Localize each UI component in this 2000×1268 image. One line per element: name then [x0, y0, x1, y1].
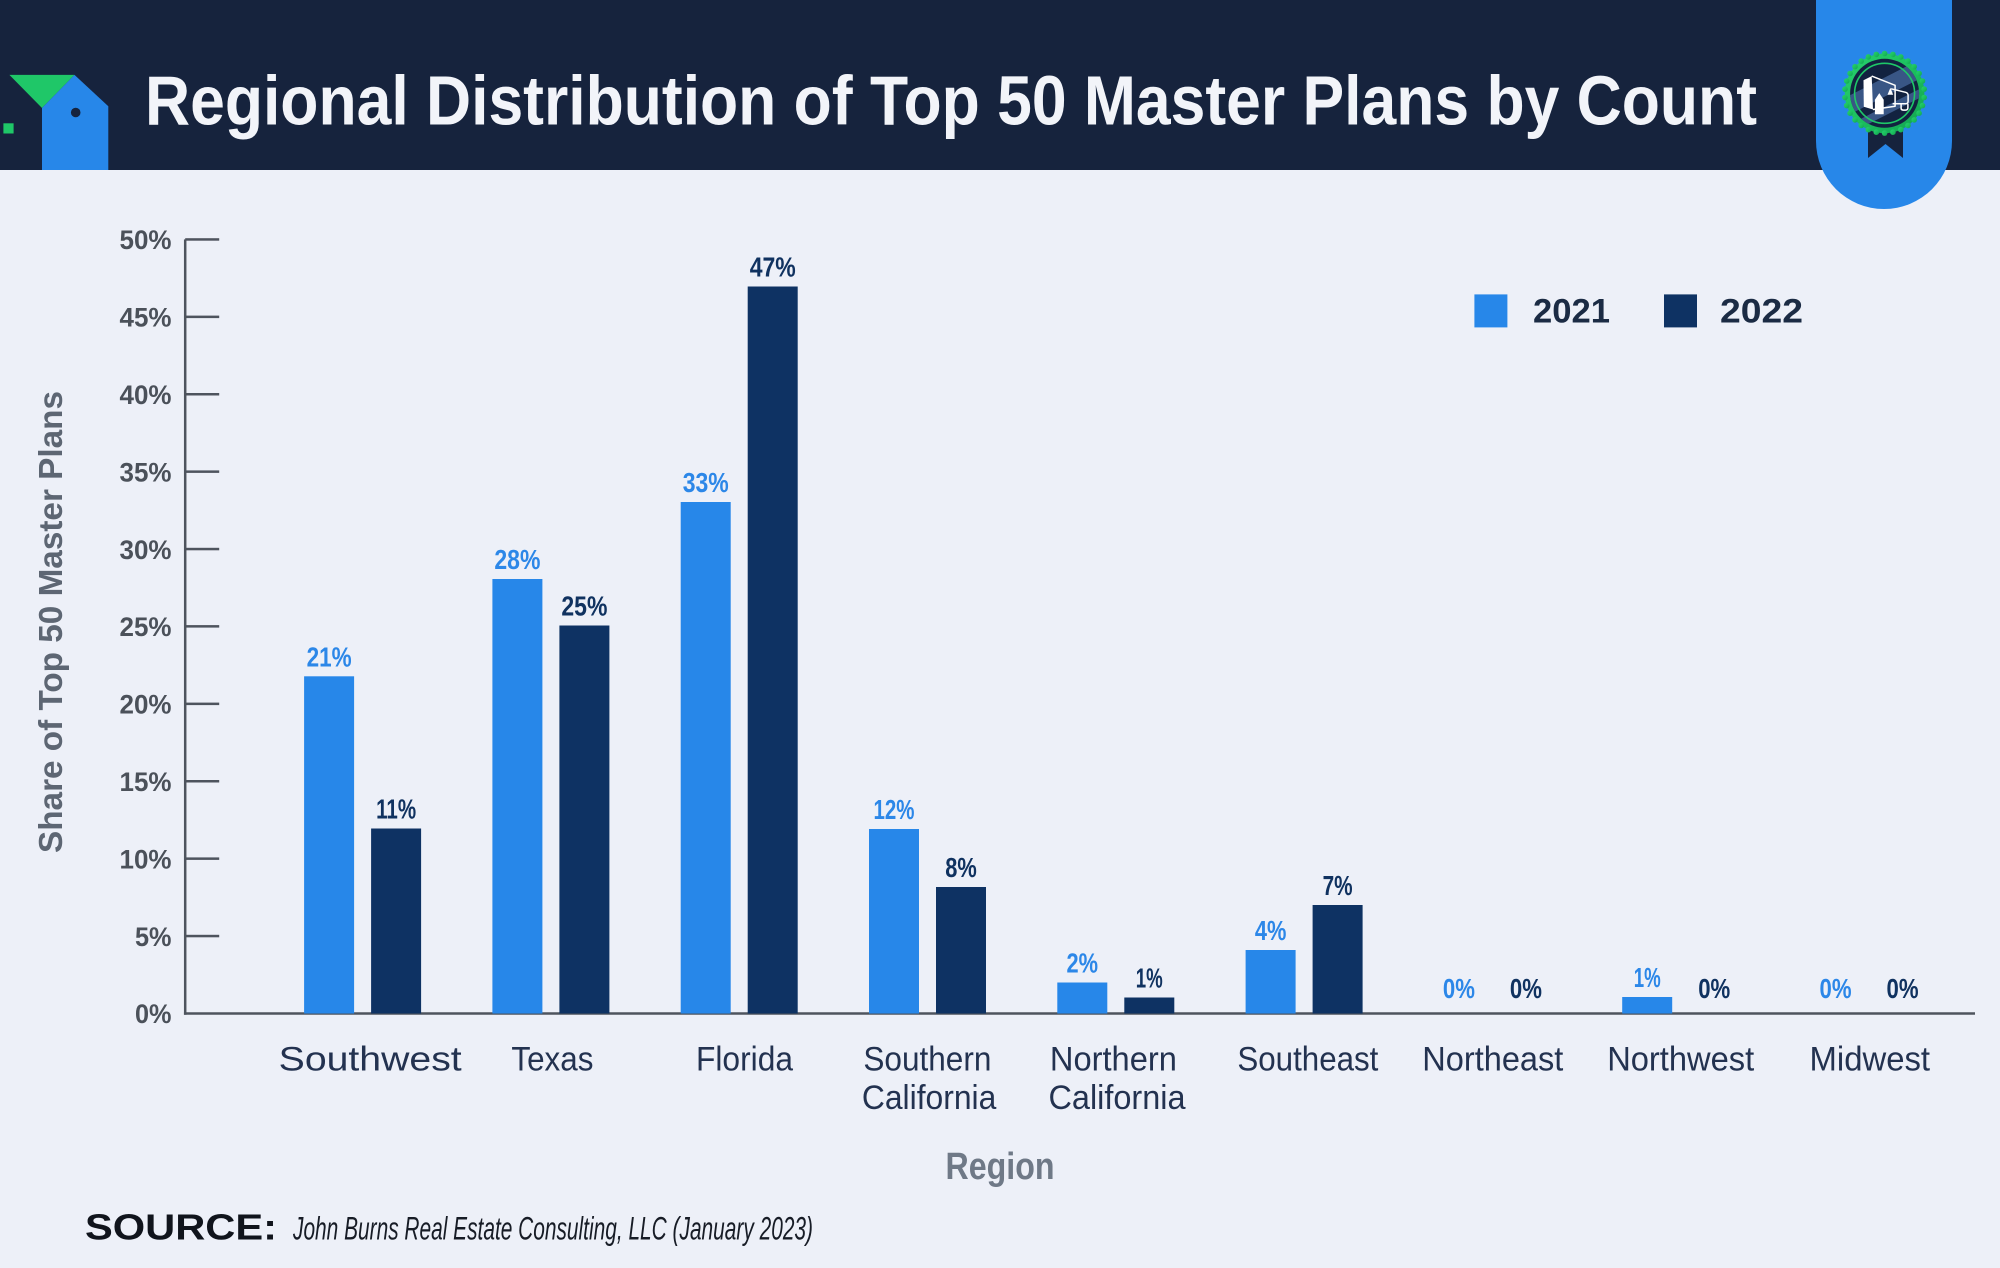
svg-text:28%: 28%: [494, 544, 540, 575]
svg-text:2021: 2021: [1533, 293, 1610, 331]
svg-text:1%: 1%: [1136, 963, 1163, 994]
svg-text:1%: 1%: [1634, 962, 1661, 993]
svg-text:15%: 15%: [120, 767, 172, 797]
svg-text:0%: 0%: [1443, 973, 1475, 1004]
svg-text:25%: 25%: [561, 591, 607, 622]
svg-text:Region: Region: [946, 1146, 1055, 1188]
svg-text:Southwest: Southwest: [279, 1040, 463, 1078]
svg-text:Regional Distribution of Top 5: Regional Distribution of Top 50 Master P…: [145, 62, 1757, 140]
svg-text:10%: 10%: [120, 844, 172, 874]
svg-text:33%: 33%: [683, 467, 729, 498]
svg-text:21%: 21%: [307, 641, 352, 672]
svg-text:8%: 8%: [945, 852, 977, 883]
svg-text:4%: 4%: [1255, 915, 1287, 946]
svg-text:Northwest: Northwest: [1607, 1040, 1755, 1078]
svg-text:20%: 20%: [120, 690, 172, 720]
svg-text:47%: 47%: [750, 252, 796, 283]
svg-text:0%: 0%: [1820, 973, 1852, 1004]
svg-text:California: California: [1049, 1079, 1186, 1117]
svg-text:35%: 35%: [120, 457, 172, 487]
svg-text:Northeast: Northeast: [1422, 1040, 1564, 1078]
svg-text:30%: 30%: [120, 535, 172, 565]
svg-text:11%: 11%: [376, 794, 416, 825]
svg-text:Florida: Florida: [696, 1040, 793, 1078]
svg-text:2022: 2022: [1720, 293, 1803, 331]
svg-text:California: California: [862, 1079, 997, 1117]
svg-text:Texas: Texas: [511, 1040, 593, 1078]
svg-text:5%: 5%: [135, 922, 172, 952]
svg-text:Share of Top 50 Master Plans: Share of Top 50 Master Plans: [32, 391, 69, 853]
svg-text:50%: 50%: [120, 225, 172, 255]
svg-text:0%: 0%: [1698, 973, 1730, 1004]
svg-text:2%: 2%: [1067, 948, 1099, 979]
svg-text:0%: 0%: [1887, 973, 1919, 1004]
svg-text:7%: 7%: [1323, 870, 1353, 901]
svg-text:Southern: Southern: [863, 1040, 991, 1078]
svg-text:SOURCE:: SOURCE:: [85, 1207, 277, 1248]
svg-text:0%: 0%: [1510, 973, 1542, 1004]
svg-text:12%: 12%: [874, 794, 915, 825]
svg-text:Southeast: Southeast: [1237, 1040, 1379, 1078]
svg-text:0%: 0%: [135, 999, 172, 1029]
svg-text:25%: 25%: [120, 612, 172, 642]
svg-text:40%: 40%: [120, 380, 172, 410]
svg-text:John Burns Real Estate Consult: John Burns Real Estate Consulting, LLC (…: [292, 1211, 813, 1247]
svg-text:Midwest: Midwest: [1810, 1040, 1931, 1078]
svg-text:45%: 45%: [120, 303, 172, 333]
svg-text:Northern: Northern: [1050, 1040, 1177, 1078]
